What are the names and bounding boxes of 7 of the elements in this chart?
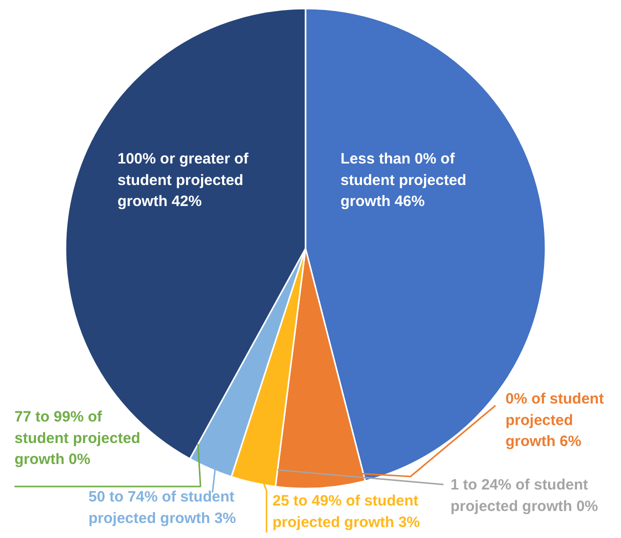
slice-label: 50 to 74% of student projected growth 3%: [88, 488, 236, 527]
slice-label: 25 to 49% of student projected growth 3%: [272, 492, 420, 531]
slice-label: 100% or greater of student projected growth 42%: [118, 150, 250, 210]
category-label: 77 to 99% of student projected growth 0%: [14, 408, 140, 468]
slice-label: Less than 0% of student projected growth 46%: [340, 150, 466, 210]
slice-label: 0% of student projected growth 6%: [506, 390, 604, 450]
category-label: 1 to 24% of student projected growth 0%: [450, 476, 598, 515]
